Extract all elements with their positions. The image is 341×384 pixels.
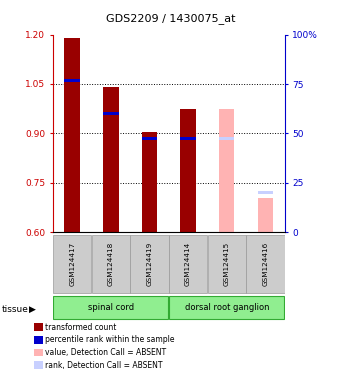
FancyBboxPatch shape xyxy=(53,235,91,293)
Text: percentile rank within the sample: percentile rank within the sample xyxy=(45,335,175,344)
Bar xyxy=(64,38,80,232)
Bar xyxy=(103,112,119,115)
Text: ▶: ▶ xyxy=(29,305,36,314)
FancyBboxPatch shape xyxy=(208,235,246,293)
Bar xyxy=(142,137,157,140)
FancyBboxPatch shape xyxy=(92,235,130,293)
Text: transformed count: transformed count xyxy=(45,323,116,332)
Text: GSM124419: GSM124419 xyxy=(147,242,152,286)
Bar xyxy=(219,109,235,232)
Bar xyxy=(180,109,196,232)
FancyBboxPatch shape xyxy=(246,235,284,293)
Bar xyxy=(103,87,119,232)
Bar xyxy=(258,198,273,232)
Text: GSM124415: GSM124415 xyxy=(224,242,230,286)
FancyBboxPatch shape xyxy=(169,296,284,319)
Text: tissue: tissue xyxy=(2,305,29,314)
Text: GDS2209 / 1430075_at: GDS2209 / 1430075_at xyxy=(106,13,235,24)
FancyBboxPatch shape xyxy=(130,235,168,293)
Text: spinal cord: spinal cord xyxy=(88,303,134,311)
Bar xyxy=(258,191,273,194)
Text: GSM124416: GSM124416 xyxy=(263,242,268,286)
Bar xyxy=(180,137,196,140)
FancyBboxPatch shape xyxy=(53,296,168,319)
Text: GSM124414: GSM124414 xyxy=(185,242,191,286)
Text: dorsal root ganglion: dorsal root ganglion xyxy=(184,303,269,311)
Bar xyxy=(142,132,157,232)
Text: rank, Detection Call = ABSENT: rank, Detection Call = ABSENT xyxy=(45,361,163,370)
Text: value, Detection Call = ABSENT: value, Detection Call = ABSENT xyxy=(45,348,166,357)
Bar xyxy=(219,137,235,140)
Text: GSM124418: GSM124418 xyxy=(108,242,114,286)
Text: GSM124417: GSM124417 xyxy=(69,242,75,286)
Bar xyxy=(64,79,80,82)
FancyBboxPatch shape xyxy=(169,235,207,293)
